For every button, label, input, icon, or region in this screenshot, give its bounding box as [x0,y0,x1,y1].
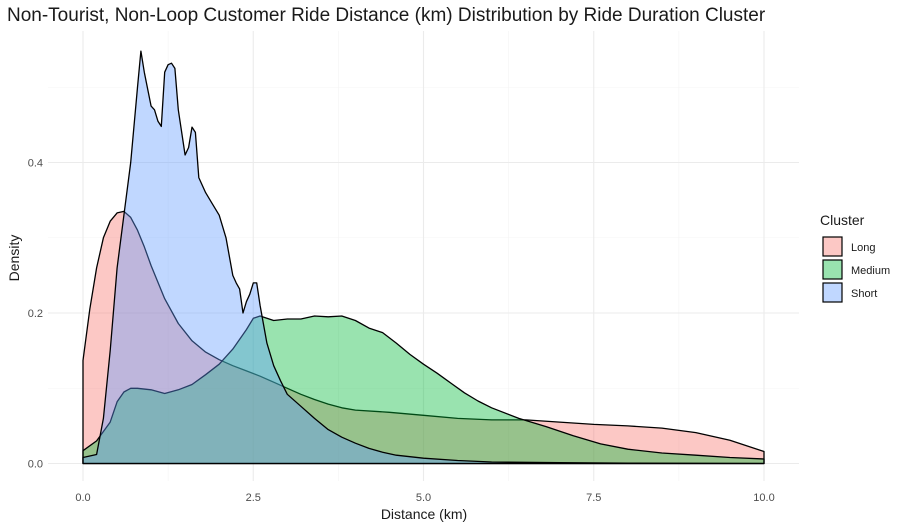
y-axis-title: Density [6,235,22,282]
y-tick-label: 0.2 [28,308,43,320]
chart-title: Non-Tourist, Non-Loop Customer Ride Dist… [7,5,766,26]
x-tick-label: 0.0 [75,492,90,504]
legend-title: Cluster [820,212,865,228]
legend-key-background [822,282,843,303]
legend-swatch-long [822,236,843,257]
legend-key-background [822,259,843,280]
x-tick-label: 7.5 [586,492,601,504]
y-axis-ticks: 0.0 0.2 0.4 [28,158,43,471]
density-area-medium [82,315,765,465]
legend-label-short: Short [851,288,877,300]
legend-items: Long Medium Short [822,236,890,303]
x-tick-label: 2.5 [246,492,261,504]
x-axis-title: Distance (km) [381,506,467,522]
legend-label-long: Long [851,242,875,254]
x-tick-label: 5.0 [416,492,431,504]
y-tick-label: 0.0 [28,459,43,471]
series-layer [82,50,765,465]
legend-key-background [822,236,843,257]
legend-swatch-short [822,282,843,303]
density-area-short [82,50,765,465]
legend: Cluster Long Medium Short [820,212,890,303]
y-tick-label: 0.4 [28,158,43,170]
density-area-long [82,210,765,465]
legend-label-medium: Medium [851,265,890,277]
legend-swatch-medium [822,259,843,280]
x-tick-label: 10.0 [753,492,774,504]
x-axis-ticks: 0.0 2.5 5.0 7.5 10.0 [75,492,774,504]
